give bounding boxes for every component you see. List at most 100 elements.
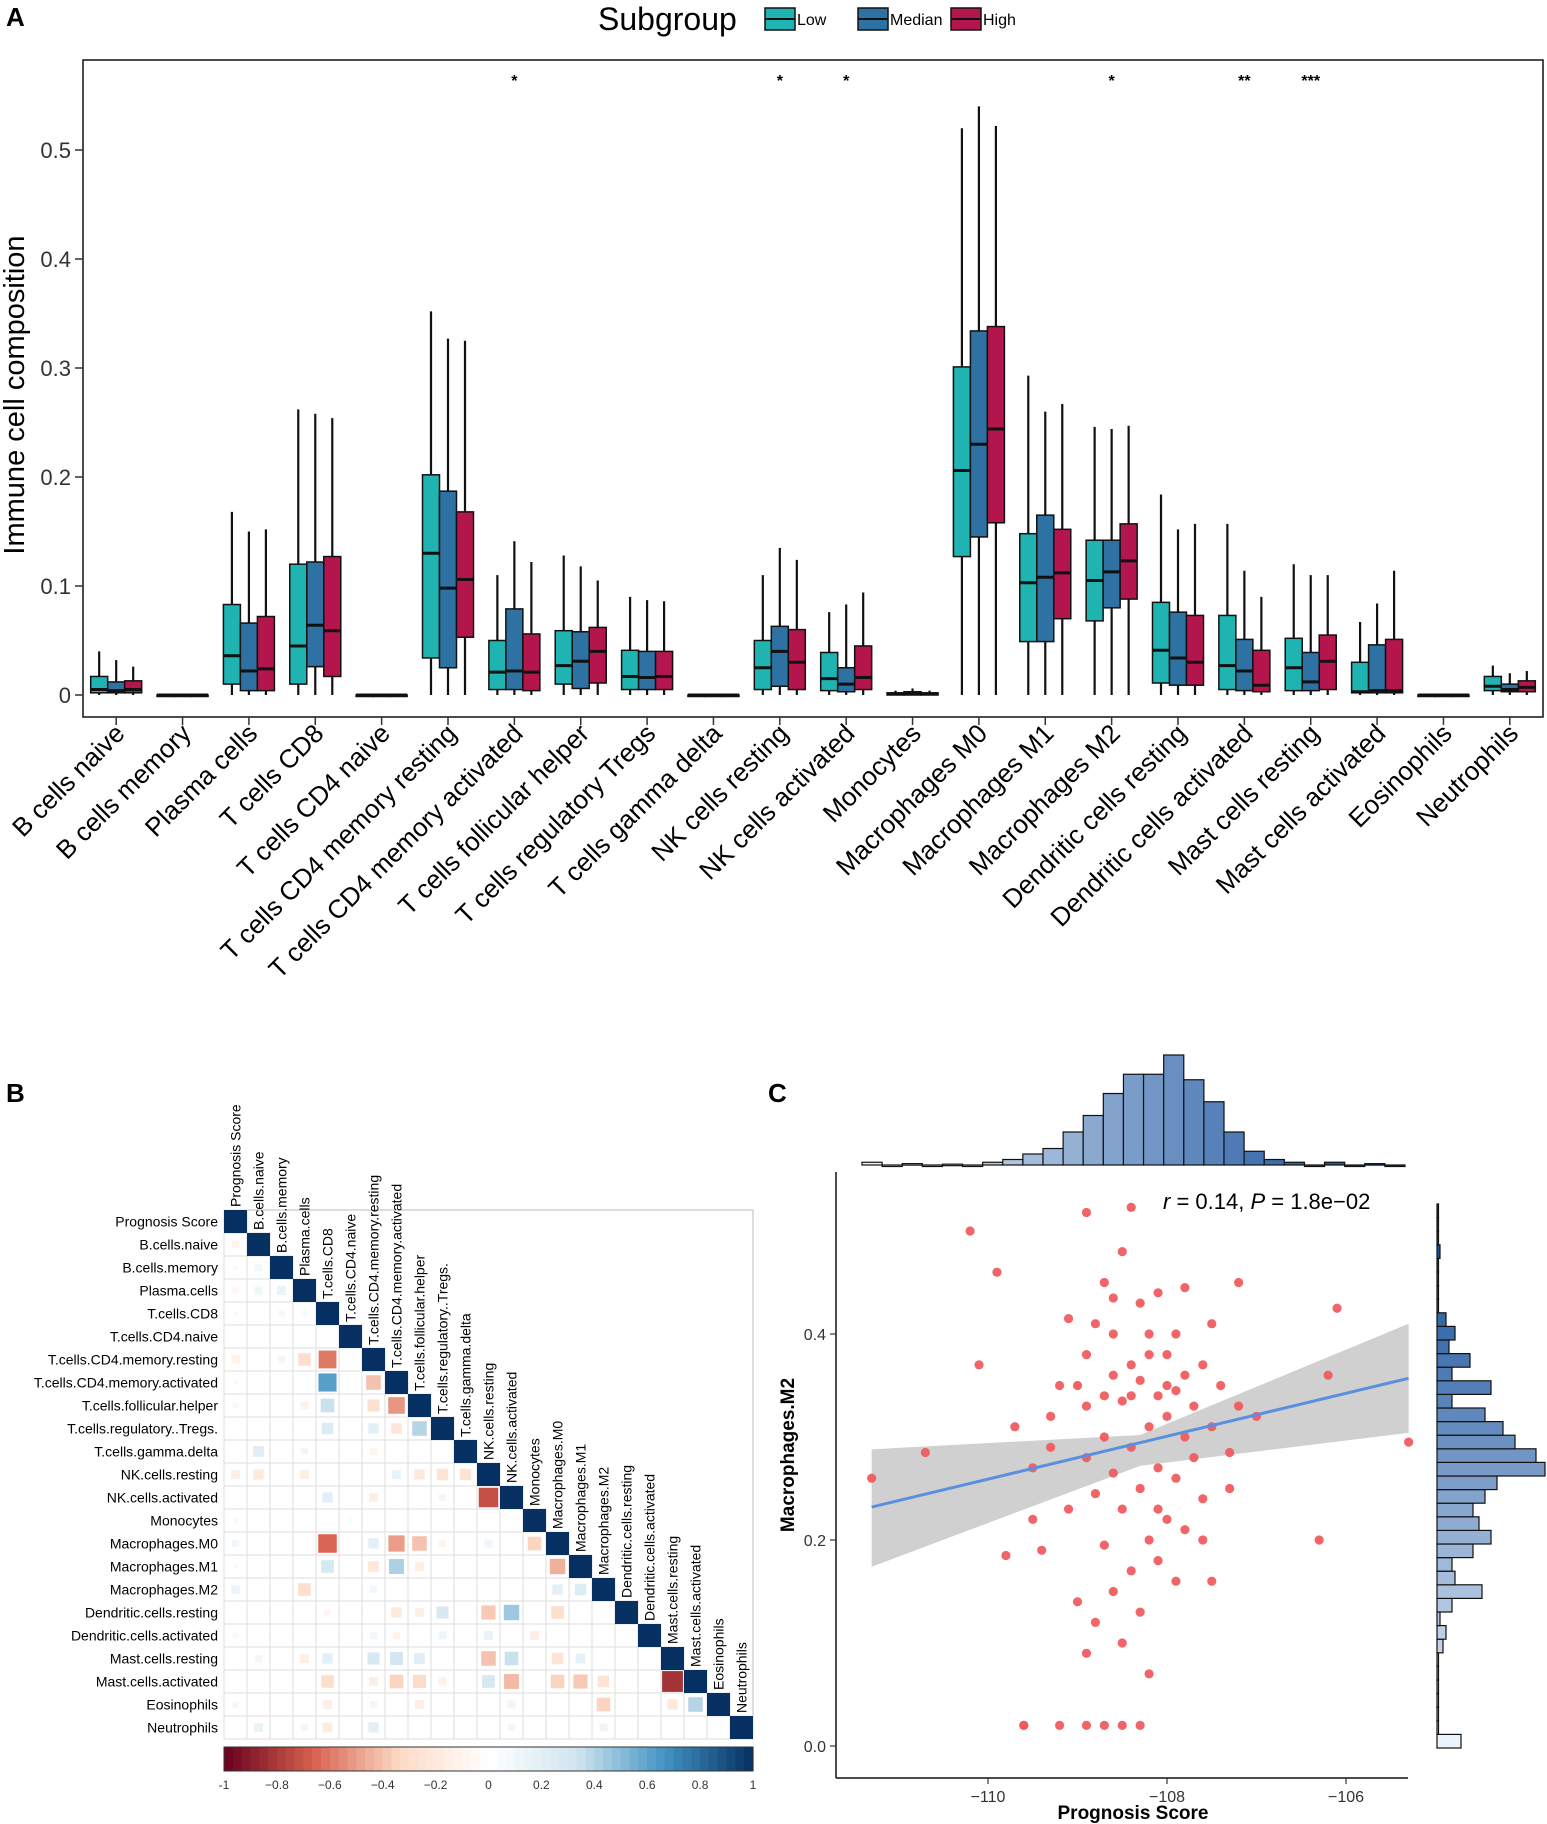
heatmap-col-label: Dendritic.cells.resting [619, 1465, 635, 1598]
heatmap-cell [269, 1439, 294, 1464]
heatmap-cell [338, 1623, 363, 1648]
colorbar-segment [576, 1747, 587, 1771]
heatmap-cell [338, 1347, 363, 1372]
right-histogram-bar [1436, 1706, 1440, 1722]
heatmap-cell [269, 1416, 294, 1441]
scatter-point [1010, 1422, 1020, 1432]
colorbar-segment [444, 1747, 454, 1771]
heatmap-cell [269, 1370, 294, 1395]
scatter-point [1126, 1202, 1136, 1212]
heatmap-col-label: Prognosis Score [228, 1104, 244, 1207]
heatmap-cell [338, 1692, 363, 1717]
heatmap-cell [522, 1646, 547, 1671]
corr-square [436, 1468, 449, 1481]
corr-square [412, 1421, 427, 1436]
diagonal-cell [339, 1325, 362, 1348]
heatmap-cell [338, 1370, 363, 1395]
heatmap-cell [338, 1646, 363, 1671]
heatmap-row-label: T.cells.CD4.memory.activated [34, 1375, 218, 1391]
corr-square [300, 1447, 309, 1456]
heatmap-cell [591, 1646, 616, 1671]
corr-square [368, 1423, 379, 1434]
heatmap-col-label: B.cells.memory [274, 1157, 290, 1253]
box-group-b-cells-memory [156, 693, 209, 698]
box-group-macrophages-m1 [1019, 375, 1072, 695]
panel-c-scatter: 0.0 0.2 0.4 −110 −108 −106 Prognosis Score Macr… [778, 1054, 1546, 1824]
box-macrophages-m1-low [1019, 532, 1038, 643]
box-nk-cells-activated-median [836, 667, 856, 693]
heatmap-cell [315, 1577, 340, 1602]
heatmap-cell [246, 1485, 271, 1510]
heatmap-cell [246, 1347, 271, 1372]
corr-square [277, 1355, 286, 1364]
corr-square [573, 1674, 588, 1689]
regression-line [871, 1376, 1409, 1509]
heatmap-cell [292, 1485, 317, 1510]
box-group-t-cells-follicular-helper [554, 555, 607, 695]
heatmap-cell [499, 1554, 524, 1579]
corr-square [300, 1401, 309, 1410]
box-t-cells-follicular-helper-low [554, 629, 573, 685]
corr-square [412, 1674, 427, 1689]
corr-square [459, 1468, 472, 1481]
diagonal-cell [224, 1210, 247, 1233]
scatter-point [1117, 1247, 1127, 1257]
heatmap-cell [522, 1715, 547, 1740]
right-histogram-bar [1436, 1271, 1440, 1287]
colorbar-segment [559, 1747, 569, 1771]
box-mast-cells-activated-median [1367, 644, 1387, 694]
corr-square [369, 1631, 378, 1640]
heatmap-cell [614, 1623, 639, 1648]
colorbar-tick-label: −0.4 [371, 1778, 395, 1792]
top-histogram-bar [1163, 1054, 1185, 1166]
right-histogram-bar [1436, 1298, 1440, 1314]
top-histogram-bar [1022, 1153, 1044, 1166]
heatmap-cell [384, 1715, 409, 1740]
colorbar-segment [726, 1747, 736, 1771]
corr-square [368, 1722, 379, 1733]
corr-square [368, 1561, 379, 1572]
top-histogram-bar [1142, 1073, 1165, 1166]
corr-square [391, 1607, 402, 1618]
colorbar-tick-label: 0 [485, 1778, 492, 1792]
colorbar-tick-label: 0.8 [692, 1778, 709, 1792]
corr-square [318, 1373, 337, 1392]
legend-label-low: Low [797, 12, 827, 29]
scatter-point [1135, 1607, 1145, 1617]
scatter-point [1072, 1597, 1083, 1607]
corr-square [233, 1334, 238, 1339]
corr-square [414, 1469, 425, 1480]
diagonal-cell [316, 1302, 339, 1325]
legend-label-median: Median [890, 12, 942, 29]
heatmap-cell [430, 1508, 455, 1533]
y-tick-label: 0.5 [40, 138, 71, 163]
panel-letter-a: A [6, 2, 25, 32]
heatmap-cell [499, 1531, 524, 1556]
box-dendritic-cells-resting-median [1168, 611, 1188, 686]
heatmap-cell [499, 1623, 524, 1648]
corr-square [318, 1534, 337, 1553]
corr-square [436, 1606, 449, 1619]
right-histogram-bar [1436, 1720, 1440, 1736]
colorbar-segment [656, 1747, 666, 1771]
heatmap-cell [338, 1669, 363, 1694]
corr-square [369, 1700, 378, 1709]
box-dendritic-cells-activated-low [1218, 614, 1237, 691]
scatter-point [1314, 1535, 1324, 1545]
scatter-point [1198, 1535, 1208, 1545]
top-histogram-bar [1002, 1158, 1024, 1166]
corr-square [231, 1470, 240, 1479]
corr-square [482, 1675, 495, 1688]
heatmap-cell [614, 1669, 639, 1694]
scatter-point [1153, 1288, 1163, 1298]
y-tick-label: 0.3 [40, 356, 71, 381]
heatmap-cell [269, 1393, 294, 1418]
top-histogram-bar [1243, 1150, 1265, 1166]
colorbar-segment [611, 1747, 622, 1771]
significance-dendritic-cells-activated: ** [1238, 73, 1251, 90]
heatmap-col-label: T.cells.regulatory..Tregs. [435, 1263, 451, 1414]
right-histogram-bar [1436, 1203, 1440, 1219]
corr-square [231, 1539, 240, 1548]
heatmap-row-label: Mast.cells.resting [110, 1651, 218, 1667]
